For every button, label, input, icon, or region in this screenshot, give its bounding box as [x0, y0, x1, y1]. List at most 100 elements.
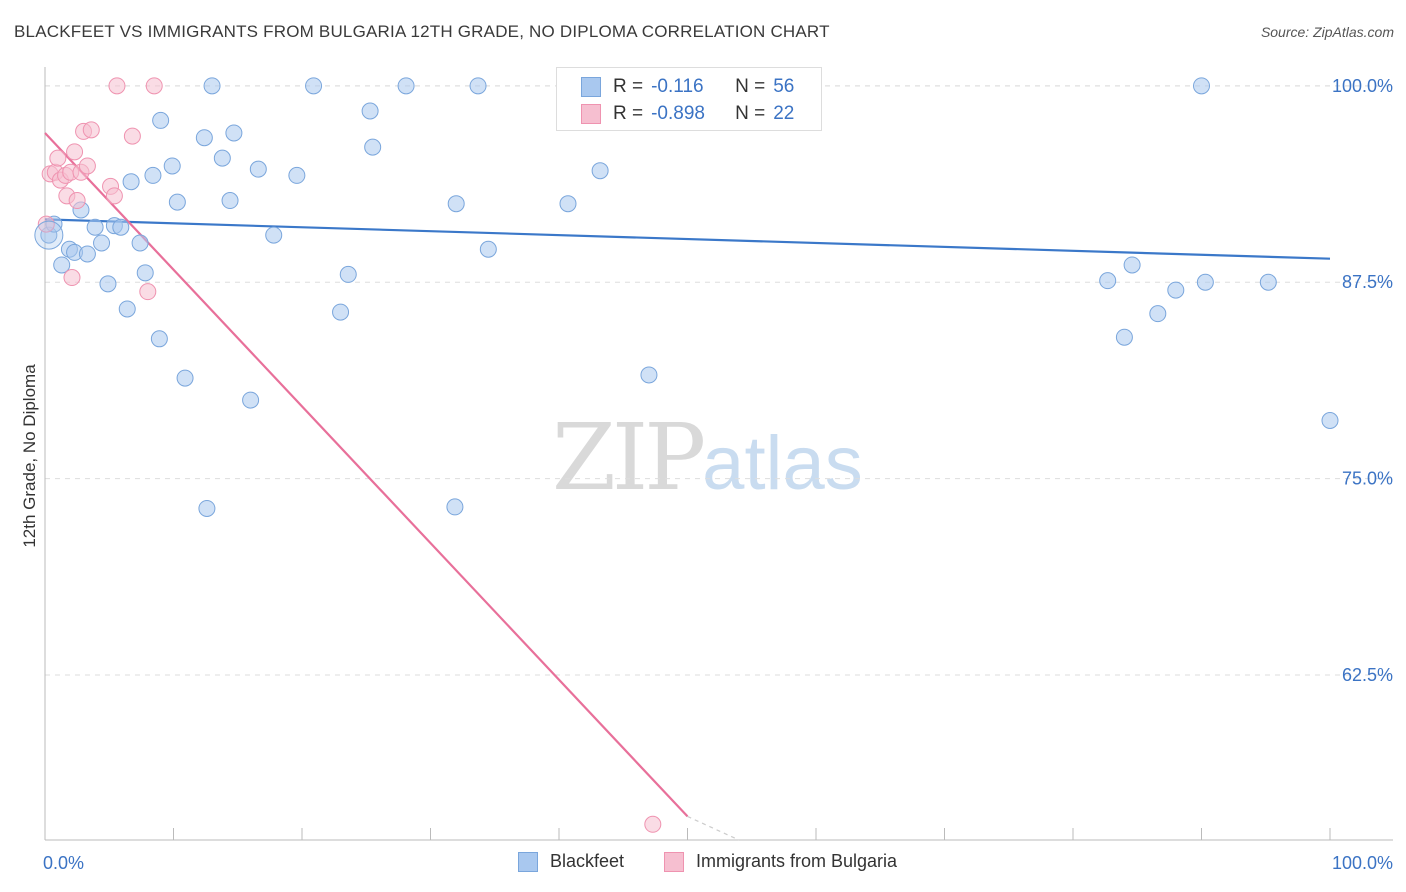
- series-legend: Blackfeet Immigrants from Bulgaria: [0, 851, 1406, 877]
- point-blackfeet: [122, 173, 140, 191]
- n-value: 22: [773, 103, 795, 124]
- point-blackfeet: [93, 234, 111, 252]
- point-blackfeet: [249, 160, 267, 178]
- watermark: ZIPatlas: [552, 404, 863, 511]
- blue-swatch: [581, 77, 601, 97]
- axes: [44, 67, 1393, 841]
- point-blackfeet: [225, 124, 243, 142]
- tick-labels: 100.0% 87.5% 75.0% 62.5% 0.0% 100.0%: [43, 76, 1393, 873]
- source-credit: Source: ZipAtlas.com: [1260, 24, 1394, 40]
- point-bulgaria: [63, 269, 81, 287]
- point-blackfeet: [265, 226, 283, 244]
- point-bulgaria: [145, 77, 163, 95]
- r-label: R =: [613, 103, 644, 124]
- point-blackfeet: [86, 218, 104, 236]
- y-tick-label: 100.0%: [1332, 76, 1393, 96]
- point-blackfeet: [53, 256, 71, 274]
- pink-swatch: [664, 851, 684, 872]
- stats-row-bulgaria: R = -0.898 N = 22: [557, 100, 794, 128]
- point-blackfeet: [198, 499, 216, 517]
- point-blackfeet: [1123, 256, 1141, 274]
- point-bulgaria: [68, 192, 86, 210]
- x-tick-label: 0.0%: [43, 853, 84, 873]
- point-blackfeet: [339, 265, 357, 283]
- r-label: R =: [613, 76, 644, 97]
- point-bulgaria: [139, 283, 157, 301]
- point-blackfeet: [195, 129, 213, 147]
- point-blackfeet: [397, 77, 415, 95]
- point-bulgaria: [66, 143, 84, 161]
- x-tick-label: 100.0%: [1332, 853, 1393, 873]
- point-blackfeet: [118, 300, 136, 318]
- n-value: 56: [773, 76, 795, 97]
- point-bulgaria: [37, 215, 55, 233]
- point-blackfeet: [213, 149, 231, 167]
- point-blackfeet: [305, 77, 323, 95]
- point-blackfeet: [152, 111, 170, 129]
- point-blackfeet: [364, 138, 382, 156]
- point-blackfeet: [1149, 305, 1167, 323]
- point-bulgaria: [49, 149, 67, 167]
- point-blackfeet: [1099, 272, 1117, 290]
- point-blackfeet: [1193, 77, 1210, 95]
- data-points: [34, 77, 1339, 833]
- stats-legend: R = -0.116 N = 56 R = -0.898 N = 22: [556, 67, 822, 131]
- point-blackfeet: [1259, 273, 1277, 291]
- point-bulgaria: [78, 157, 96, 175]
- point-blackfeet: [361, 102, 379, 120]
- chart-title: BLACKFEET VS IMMIGRANTS FROM BULGARIA 12…: [14, 22, 830, 41]
- point-blackfeet: [176, 369, 194, 387]
- point-blackfeet: [168, 193, 186, 211]
- blue-swatch: [518, 851, 538, 872]
- point-cluster: [34, 220, 64, 250]
- point-bulgaria: [123, 127, 141, 145]
- point-blackfeet: [640, 366, 658, 384]
- point-blackfeet: [136, 264, 154, 282]
- point-blackfeet: [559, 195, 577, 213]
- point-blackfeet: [242, 391, 260, 409]
- trend-line-bulgaria-extension: [687, 815, 740, 841]
- y-axis-label: 12th Grade, No Diploma: [20, 364, 39, 548]
- point-blackfeet: [221, 192, 239, 210]
- y-tick-label: 62.5%: [1342, 665, 1393, 685]
- point-blackfeet: [144, 166, 162, 184]
- legend-label: Immigrants from Bulgaria: [696, 851, 898, 871]
- point-blackfeet: [1321, 412, 1339, 430]
- point-blackfeet: [99, 275, 117, 293]
- n-label: N =: [735, 76, 766, 97]
- gridlines: [45, 85, 1393, 676]
- point-blackfeet: [1115, 328, 1133, 346]
- point-blackfeet: [591, 162, 609, 180]
- y-tick-label: 87.5%: [1342, 272, 1393, 292]
- pink-swatch: [581, 104, 601, 124]
- point-blackfeet: [112, 218, 130, 236]
- trend-lines: [44, 132, 1331, 841]
- point-blackfeet: [150, 330, 168, 348]
- n-label: N =: [735, 103, 766, 124]
- point-blackfeet: [1196, 273, 1214, 291]
- trend-line-blackfeet: [44, 218, 1331, 260]
- r-value: -0.898: [651, 103, 705, 124]
- point-blackfeet: [1167, 281, 1185, 299]
- legend-label: Blackfeet: [550, 851, 625, 871]
- point-blackfeet: [163, 157, 181, 175]
- y-tick-label: 75.0%: [1342, 469, 1393, 489]
- point-blackfeet: [446, 498, 464, 516]
- point-blackfeet: [131, 234, 149, 252]
- point-blackfeet: [479, 240, 497, 258]
- watermark-zip: ZIP: [552, 404, 706, 511]
- point-blackfeet: [469, 77, 487, 95]
- point-bulgaria: [644, 815, 662, 833]
- legend-item-bulgaria[interactable]: Immigrants from Bulgaria: [664, 851, 897, 872]
- point-blackfeet: [332, 303, 350, 321]
- point-blackfeet: [78, 245, 96, 263]
- point-bulgaria: [105, 187, 123, 205]
- stats-row-blackfeet: R = -0.116 N = 56: [557, 73, 794, 101]
- watermark-atlas: atlas: [702, 421, 863, 506]
- r-value: -0.116: [651, 76, 704, 97]
- point-bulgaria: [82, 121, 100, 139]
- point-blackfeet: [203, 77, 221, 95]
- legend-item-blackfeet[interactable]: Blackfeet: [518, 851, 624, 872]
- point-blackfeet: [288, 166, 306, 184]
